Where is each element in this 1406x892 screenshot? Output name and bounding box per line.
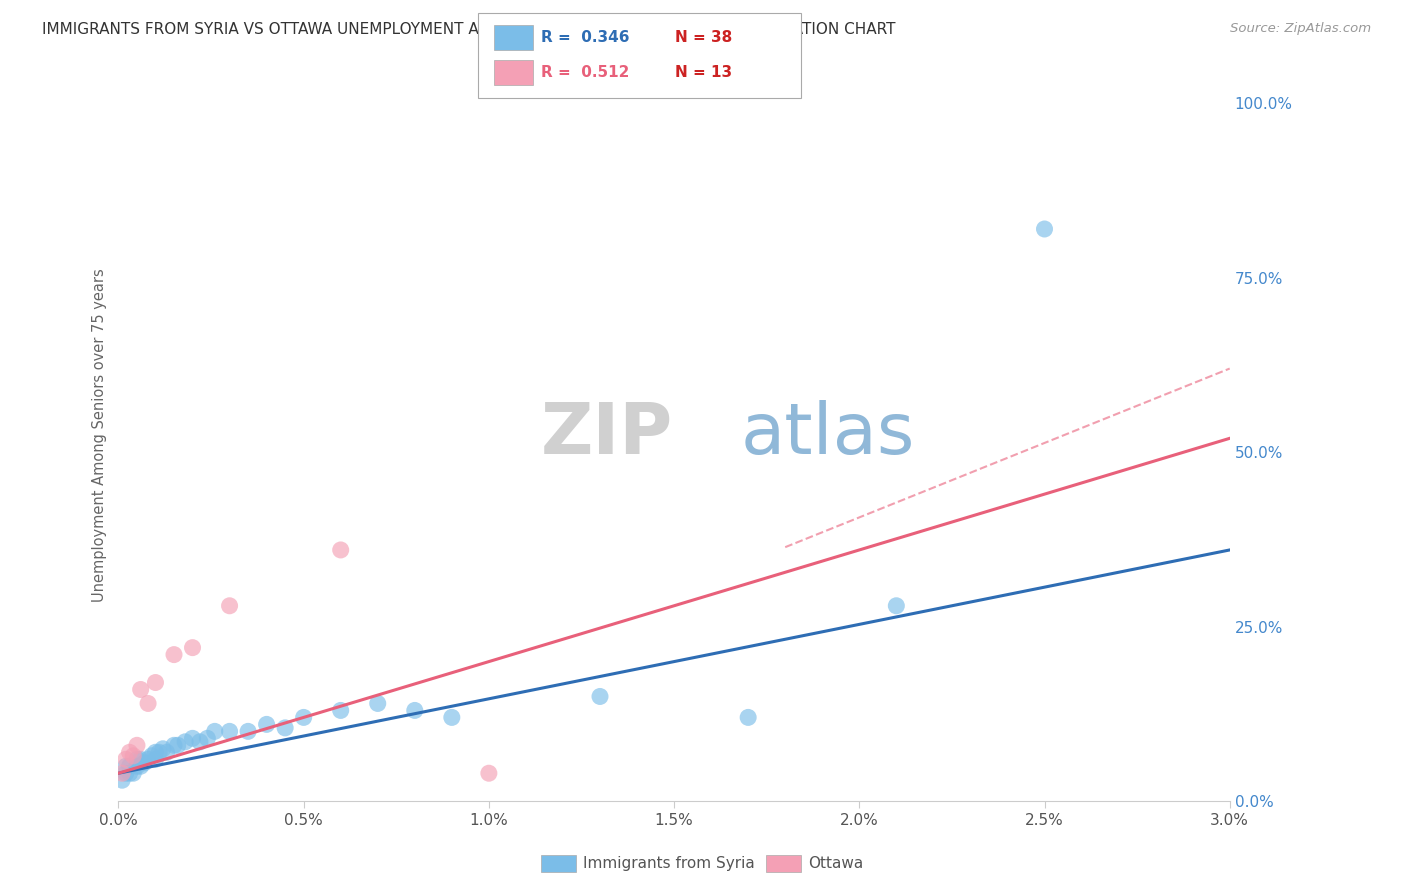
Point [886, 599, 908, 613]
Text: Immigrants from Syria: Immigrants from Syria [583, 856, 755, 871]
Point [115, 766, 138, 780]
Point [329, 703, 352, 717]
Point [118, 759, 141, 773]
Point [589, 690, 612, 704]
Text: R =  0.346: R = 0.346 [541, 29, 630, 45]
Point [440, 710, 463, 724]
Point [125, 759, 148, 773]
Point [136, 697, 159, 711]
Point [174, 735, 197, 749]
Point [329, 543, 352, 558]
Point [115, 752, 138, 766]
Point [134, 756, 156, 770]
Point [181, 640, 204, 655]
Text: atlas: atlas [741, 401, 915, 469]
Text: ZIP: ZIP [541, 401, 673, 469]
Point [737, 710, 759, 724]
Point [125, 739, 148, 753]
Text: N = 13: N = 13 [675, 65, 733, 80]
Point [145, 745, 167, 759]
Y-axis label: Unemployment Among Seniors over 75 years: Unemployment Among Seniors over 75 years [93, 268, 107, 602]
Text: Source: ZipAtlas.com: Source: ZipAtlas.com [1230, 22, 1371, 36]
Point [218, 724, 240, 739]
Point [111, 766, 134, 780]
Point [122, 748, 145, 763]
Point [181, 731, 204, 746]
Text: N = 38: N = 38 [675, 29, 733, 45]
Point [204, 724, 226, 739]
Point [111, 773, 134, 788]
Point [122, 766, 145, 780]
Point [118, 766, 141, 780]
Point [129, 752, 152, 766]
Point [367, 697, 389, 711]
Point [1033, 222, 1056, 236]
Point [136, 752, 159, 766]
Point [155, 745, 177, 759]
Point [145, 675, 167, 690]
Text: R =  0.512: R = 0.512 [541, 65, 630, 80]
Point [141, 748, 163, 763]
Point [188, 735, 211, 749]
Point [404, 703, 426, 717]
Point [163, 648, 186, 662]
Point [125, 752, 148, 766]
Point [129, 759, 152, 773]
Point [195, 731, 218, 746]
Point [274, 721, 297, 735]
Point [163, 739, 186, 753]
Point [118, 745, 141, 759]
Point [292, 710, 315, 724]
Point [148, 745, 170, 759]
Point [152, 741, 174, 756]
Point [129, 682, 152, 697]
Point [218, 599, 240, 613]
Point [478, 766, 501, 780]
Text: IMMIGRANTS FROM SYRIA VS OTTAWA UNEMPLOYMENT AMONG SENIORS OVER 75 YEARS CORRELA: IMMIGRANTS FROM SYRIA VS OTTAWA UNEMPLOY… [42, 22, 896, 37]
Point [256, 717, 278, 731]
Text: Ottawa: Ottawa [808, 856, 863, 871]
Point [166, 739, 188, 753]
Point [236, 724, 259, 739]
Point [145, 752, 167, 766]
Point [115, 759, 138, 773]
